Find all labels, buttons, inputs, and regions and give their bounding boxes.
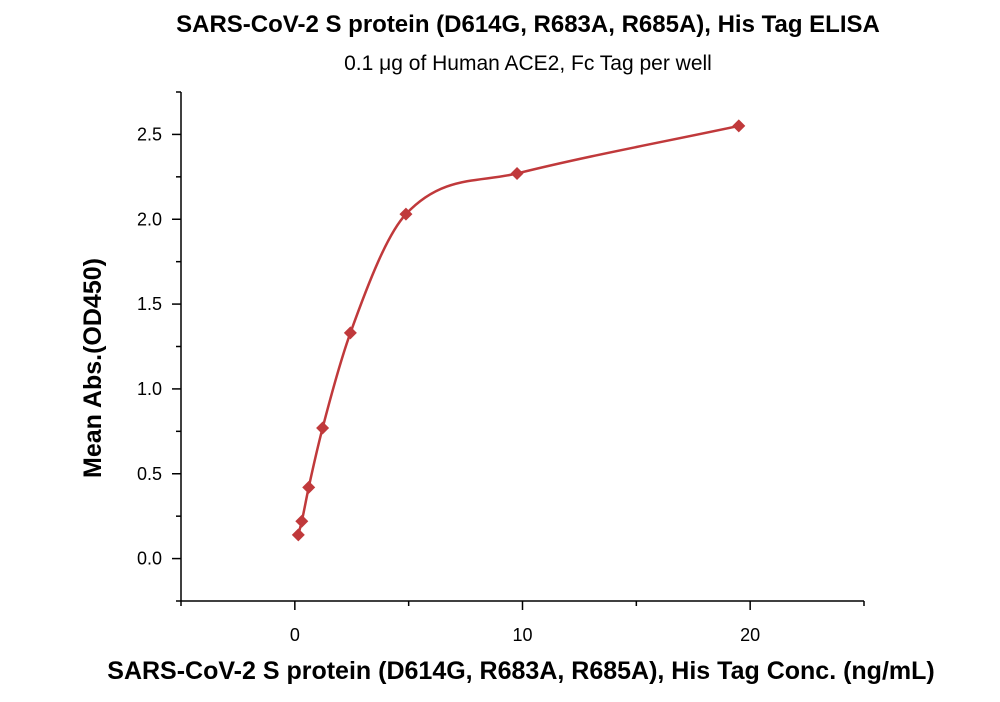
- y-tick-label: 2.5: [137, 124, 162, 144]
- fit-curve: [297, 124, 740, 536]
- y-tick-label: 0.5: [137, 464, 162, 484]
- data-point: [343, 326, 357, 340]
- data-points: [291, 119, 746, 542]
- data-point: [399, 207, 413, 221]
- chart-subtitle: 0.1 μg of Human ACE2, Fc Tag per well: [344, 52, 712, 75]
- data-point: [732, 119, 746, 133]
- data-point: [291, 528, 305, 542]
- y-tick-label: 1.5: [137, 294, 162, 314]
- axes: [180, 92, 864, 602]
- data-point: [302, 480, 316, 494]
- data-point: [316, 421, 330, 435]
- y-ticks: 0.0 0.5 1.0 1.5 2.0 2.5: [137, 91, 181, 602]
- x-tick-label: 20: [740, 625, 760, 645]
- chart-title: SARS-CoV-2 S protein (D614G, R683A, R685…: [176, 11, 880, 38]
- y-tick-label: 2.0: [137, 209, 162, 229]
- y-tick-label: 0.0: [137, 549, 162, 569]
- x-tick-label: 0: [290, 625, 300, 645]
- x-tick-label: 10: [512, 625, 532, 645]
- y-tick-label: 1.0: [137, 379, 162, 399]
- data-point: [295, 514, 309, 528]
- x-ticks: 0 10 20: [180, 601, 865, 645]
- data-point: [510, 166, 524, 180]
- x-axis-label: SARS-CoV-2 S protein (D614G, R683A, R685…: [107, 657, 934, 685]
- y-axis-label: Mean Abs.(OD450): [79, 258, 107, 478]
